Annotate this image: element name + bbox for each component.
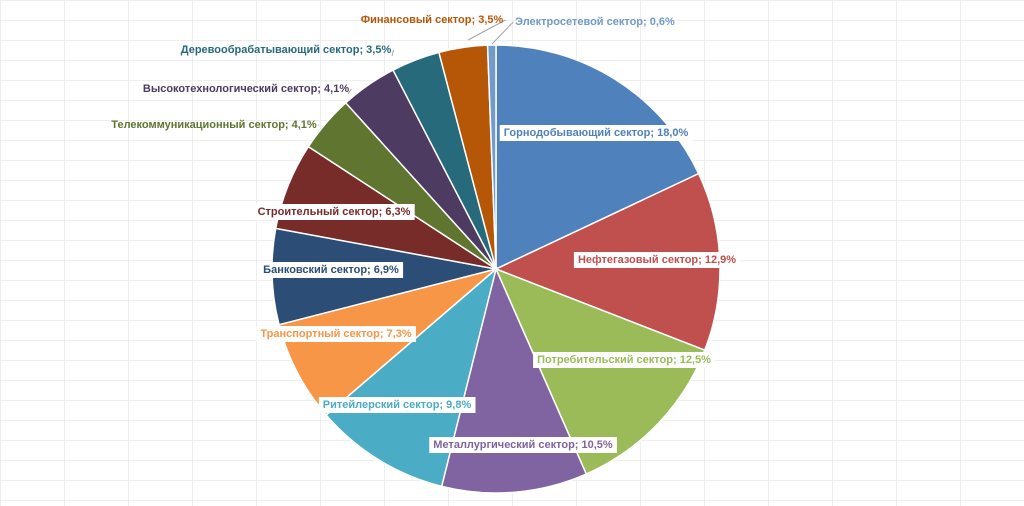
data-label-box [318,397,476,413]
pie-slice-5 [325,266,498,488]
data-label-1: Горнодобывающий сектор; 18,0% [499,125,693,141]
data-label-text: Финансовый сектор; 3,5% [361,14,504,26]
data-label-text: Высокотехнологический сектор; 4,1% [143,83,349,95]
data-label-text: Телекоммуникационный сектор; 4,1% [111,119,317,131]
data-label-text: Деревообрабатывающий сектор; 3,5% [181,44,392,56]
data-label-text: Металлургический сектор; 10,5% [433,439,613,451]
data-label-box [259,262,404,278]
data-label-12: Финансовый сектор; 3,5% [361,14,504,26]
data-label-10: Высокотехнологический сектор; 4,1% [143,83,349,95]
data-label-2: Нефтегазовый сектор; 12,9% [573,252,741,268]
pie-slice-4 [440,266,588,494]
data-label-text: Горнодобывающий сектор; 18,0% [504,127,689,139]
data-labels: Горнодобывающий сектор; 18,0% Нефтегазовы… [111,14,741,453]
data-label-text: Нефтегазовый сектор; 12,9% [578,254,736,266]
data-label-box [256,326,416,342]
leader-line-10 [347,88,352,95]
data-label-box [499,125,693,141]
data-label-6: Транспортный сектор; 7,3% [256,326,416,342]
data-label-5: Ритейлерский сектор; 9,8% [318,397,476,413]
pie-slice-1 [495,44,700,271]
data-label-text: Ритейлерский сектор; 9,8% [323,399,472,411]
data-label-text: Потребительский сектор; 12,5% [537,354,711,366]
data-label-8: Строительный сектор; 6,3% [253,204,415,220]
data-label-9: Телекоммуникационный сектор; 4,1% [111,119,317,131]
data-label-box [253,204,415,220]
leader-line-13 [491,21,514,45]
data-label-7: Банковский сектор; 6,9% [259,262,404,278]
leader-line-11 [391,49,394,57]
leader-line-12 [467,19,506,41]
data-label-text: Электросетевой сектор; 0,6% [515,16,675,28]
data-label-3: Потребительский сектор; 12,5% [533,352,716,368]
data-label-box [429,437,617,453]
data-label-text: Транспортный сектор; 7,3% [260,328,412,340]
data-label-box [573,252,741,268]
data-label-11: Деревообрабатывающий сектор; 3,5% [181,44,392,56]
pie-slice-13 [486,44,497,270]
data-label-text: Банковский сектор; 6,9% [263,264,399,276]
data-label-box [533,352,716,368]
data-label-4: Металлургический сектор; 10,5% [429,437,617,453]
leader-lines [318,19,514,126]
data-label-text: Строительный сектор; 6,3% [258,206,411,218]
data-label-13: Электросетевой сектор; 0,6% [515,16,675,28]
